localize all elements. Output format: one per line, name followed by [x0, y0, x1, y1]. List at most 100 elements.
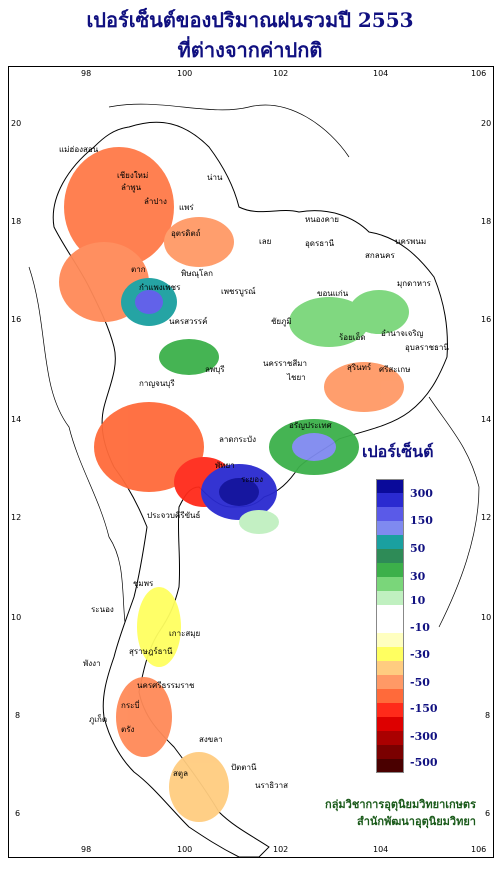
lat-tick-18-right: 18	[481, 217, 492, 226]
province-label: เกาะสมุย	[169, 629, 201, 638]
province-label: ลพบุรี	[205, 365, 225, 374]
legend-color-box	[376, 703, 404, 717]
lat-tick-16-right: 16	[481, 315, 492, 324]
province-label: ชุมพร	[133, 579, 154, 588]
legend-color-box	[376, 647, 404, 661]
province-label: สตูล	[173, 769, 188, 778]
legend-color-box	[376, 493, 404, 507]
lon-tick-104: 104	[373, 69, 389, 78]
legend-label: -150	[410, 702, 438, 715]
lon-tick-100-bottom: 100	[177, 845, 193, 854]
lat-tick-6-right: 6	[485, 809, 491, 818]
lon-tick-98-bottom: 98	[81, 845, 92, 854]
legend-color-box	[376, 745, 404, 759]
legend-color-box	[376, 675, 404, 689]
lon-tick-100: 100	[177, 69, 193, 78]
province-label: นครพนม	[395, 237, 427, 246]
province-label: ลำปาง	[144, 197, 167, 206]
lon-tick-98: 98	[81, 69, 92, 78]
lat-tick-20-right: 20	[481, 119, 492, 128]
province-label: ลาดกระบัง	[219, 435, 257, 444]
legend-color-box	[376, 507, 404, 521]
credit-line1: กลุ่มวิชาการอุตุนิยมวิทยาเกษตร	[325, 798, 476, 811]
province-label: มุกดาหาร	[397, 279, 431, 288]
legend-color-box	[376, 535, 404, 549]
legend-color-box	[376, 591, 404, 605]
lat-tick-12-right: 12	[481, 513, 492, 522]
rainfall-anomaly-map	[28, 103, 480, 857]
legend-color-box	[376, 619, 404, 633]
lat-tick-20: 20	[11, 119, 22, 128]
province-label: สงขลา	[199, 735, 223, 744]
province-label: กาญจนบุรี	[139, 379, 175, 388]
legend-label: -10	[410, 621, 430, 634]
lon-tick-106: 106	[471, 69, 487, 78]
lat-tick-8: 8	[15, 711, 21, 720]
lat-tick-12: 12	[11, 513, 22, 522]
province-label: ตาก	[131, 265, 146, 274]
neighbour-borders	[28, 103, 480, 648]
province-label: สุราษฎร์ธานี	[129, 647, 173, 656]
province-label: อรัญประเทศ	[289, 421, 332, 430]
province-label: ประจวบคีรีขันธ์	[147, 511, 201, 520]
province-label: กระบี่	[121, 701, 140, 710]
province-label: ปัตตานี	[231, 763, 257, 772]
province-label: ไชยา	[287, 373, 306, 382]
province-label: แพร่	[179, 203, 194, 212]
map-frame: 98 100 102 104 106 98 100 102 104 106 20…	[8, 66, 494, 858]
province-label: ชัยภูมิ	[271, 317, 292, 326]
legend-color-box	[376, 717, 404, 731]
lat-tick-14-right: 14	[481, 415, 492, 424]
province-label: นครราชสีมา	[263, 359, 307, 368]
legend-label: -30	[410, 648, 430, 661]
legend-color-box	[376, 689, 404, 703]
legend-label: -50	[410, 676, 430, 689]
map-title-line1: เปอร์เซ็นต์ของปริมาณฝนรวมปี 2553	[86, 8, 414, 32]
province-label: หนองคาย	[305, 215, 339, 224]
province-label: อำนาจเจริญ	[381, 329, 424, 338]
lat-tick-14: 14	[11, 415, 22, 424]
province-label: เลย	[259, 237, 272, 246]
legend-label: 30	[410, 570, 426, 583]
province-label: ระยอง	[241, 475, 263, 484]
legend-label: -300	[410, 730, 438, 743]
lat-tick-6: 6	[15, 809, 21, 818]
province-label: ระนอง	[91, 605, 114, 614]
legend-color-box	[376, 759, 404, 773]
lat-tick-16: 16	[11, 315, 22, 324]
lat-tick-8-right: 8	[485, 711, 491, 720]
province-label: อุตรดิตถ์	[171, 229, 201, 238]
province-label: พิษณุโลก	[181, 269, 214, 278]
lat-tick-18: 18	[11, 217, 22, 226]
legend-color-box	[376, 661, 404, 675]
legend-color-box	[376, 605, 404, 619]
map-title-line2: ที่ต่างจากค่าปกติ	[177, 38, 323, 62]
legend-color-box	[376, 549, 404, 563]
province-label: ขอนแก่น	[317, 289, 349, 298]
province-label: เพชรบูรณ์	[221, 287, 256, 296]
anomaly-patches	[59, 147, 409, 822]
province-label: พัทยา	[215, 461, 235, 470]
lat-tick-10: 10	[11, 613, 22, 622]
province-label: อุบลราชธานี	[405, 343, 449, 352]
lon-tick-102: 102	[273, 69, 289, 78]
legend-color-box	[376, 563, 404, 577]
province-label: ภูเก็ต	[89, 715, 108, 724]
legend-label: 50	[410, 542, 426, 555]
legend-color-box	[376, 731, 404, 745]
province-label: เชียงใหม่	[117, 171, 149, 180]
legend-color-box	[376, 479, 404, 493]
legend-title: เปอร์เซ็นต์	[362, 442, 434, 461]
legend-label: 300	[410, 487, 433, 500]
lon-tick-102-bottom: 102	[273, 845, 289, 854]
province-label: นราธิวาส	[255, 781, 289, 790]
province-label: กำแพงเพชร	[139, 283, 181, 292]
legend-label: 150	[410, 514, 433, 527]
credit-line2: สำนักพัฒนาอุตุนิยมวิทยา	[357, 815, 476, 828]
legend-label: -500	[410, 756, 438, 769]
legend-colorbar	[376, 479, 404, 773]
lon-tick-106-bottom: 106	[471, 845, 487, 854]
province-label: ศรีสะเกษ	[379, 365, 411, 374]
province-label: ร้อยเอ็ด	[339, 333, 366, 342]
lat-tick-10-right: 10	[481, 613, 492, 622]
